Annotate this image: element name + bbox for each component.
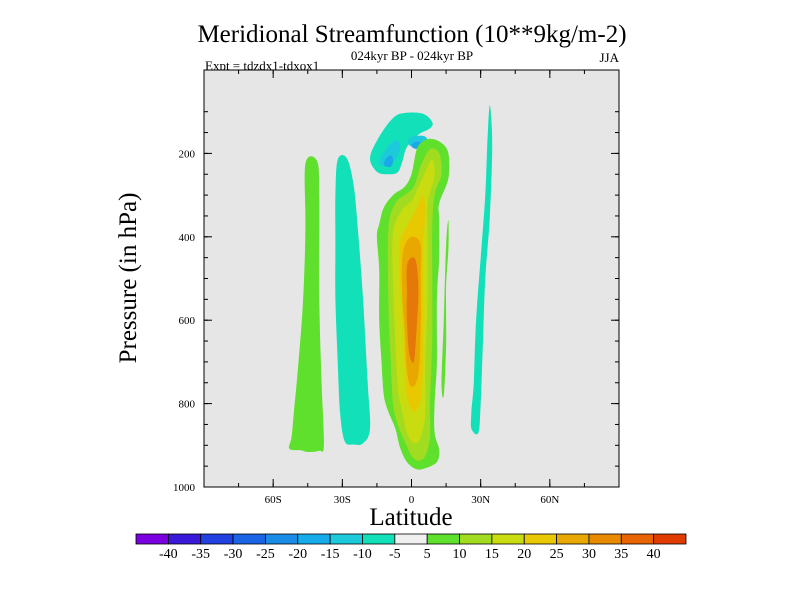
colorbar-label: -35 [191, 547, 210, 562]
colorbar-label: 15 [485, 547, 499, 562]
colorbar-label: -25 [256, 547, 275, 562]
y-tick-label: 800 [179, 399, 196, 411]
contour-region [470, 105, 493, 435]
colorbar-box [556, 533, 590, 545]
x-tick-label: 60S [265, 494, 282, 506]
contour-region [441, 220, 449, 398]
colorbar-label: -30 [224, 547, 243, 562]
colorbar-box [588, 533, 622, 545]
colorbar-label: 25 [550, 547, 564, 562]
colorbar-label: 30 [582, 547, 596, 562]
colorbar-box [620, 533, 655, 545]
colorbar-label: -40 [159, 547, 178, 562]
y-tick-label: 200 [179, 148, 196, 160]
contour-region [335, 155, 371, 445]
y-axis-ticks: 200 400 600 800 1000 [173, 148, 619, 494]
colorbar-box [167, 533, 202, 545]
colorbar-label: 10 [453, 547, 467, 562]
x-axis-ticks: 60S 30S 0 30N 60N [265, 70, 559, 506]
colorbar-box [329, 533, 363, 545]
left-string: Expt = tdzdx1-tdxox1 [205, 58, 319, 73]
right-string: JJA [599, 50, 619, 65]
chart-title: Meridional Streamfunction (10**9kg/m-2) [197, 21, 626, 48]
center-string: 024kyr BP - 024kyr BP [351, 48, 473, 63]
colorbar-box [362, 533, 396, 545]
contour-region [406, 257, 419, 363]
colorbar-label: 20 [517, 547, 531, 562]
colorbar-label: -10 [353, 547, 372, 562]
colorbar-box [394, 533, 428, 545]
colorbar-box [653, 533, 687, 545]
colorbar-box [459, 533, 493, 545]
x-tick-label: 60N [540, 494, 559, 506]
colorbar-label: -15 [321, 547, 340, 562]
y-axis-title: Pressure (in hPa) [115, 193, 142, 364]
x-tick-label: 30N [471, 494, 490, 506]
colorbar-label: 35 [614, 547, 628, 562]
colorbar-box [232, 533, 266, 545]
y-tick-label: 600 [179, 315, 196, 327]
colorbar-label: 40 [647, 547, 661, 562]
contour-region [288, 156, 324, 452]
x-tick-label: 0 [409, 494, 415, 506]
x-axis-title: Latitude [369, 504, 452, 531]
colorbar-label: 5 [424, 547, 431, 562]
colorbar-box [426, 533, 460, 545]
contour-region [379, 139, 401, 166]
x-tick-label: 30S [334, 494, 351, 506]
colorbar-box [523, 533, 557, 545]
y-tick-label: 400 [179, 232, 196, 244]
colorbar-box [491, 533, 525, 545]
contour-region [383, 155, 394, 168]
colorbar-label: -5 [389, 547, 401, 562]
y-tick-label: 1000 [173, 482, 196, 494]
colorbar-box [297, 533, 331, 545]
colorbar-box [135, 533, 169, 545]
contour-fills [288, 105, 493, 470]
colorbar-label: -20 [288, 547, 307, 562]
colorbar: -40 -35 -30 -25 -20 -15 -10 -5 5 10 15 20 25 30 35 40 [135, 533, 687, 562]
colorbar-box [200, 533, 234, 545]
colorbar-box [265, 533, 299, 545]
